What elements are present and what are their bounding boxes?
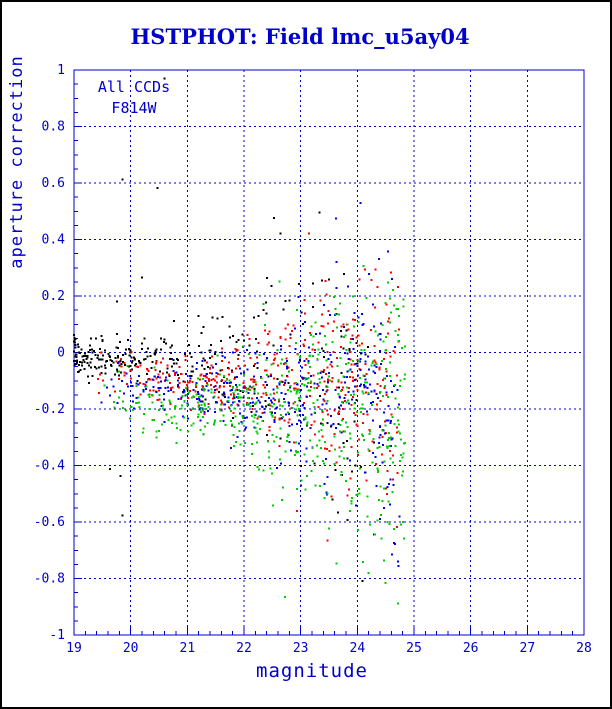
x-tick-label: 22 [236, 641, 252, 656]
x-tick-label: 27 [520, 641, 536, 656]
y-tick-label: -0.6 [34, 515, 65, 530]
annotation-ccds: All CCDs [97, 78, 171, 96]
y-tick-label: 0.4 [42, 233, 66, 248]
y-tick-label: -1 [49, 628, 65, 643]
x-tick-label: 19 [66, 641, 82, 656]
x-tick-label: 25 [406, 641, 422, 656]
page-title: HSTPHOT: Field lmc_u5ay04 [130, 24, 470, 49]
x-tick-label: 28 [576, 641, 592, 656]
series-ccd-green [103, 264, 407, 605]
y-tick-label: 0.6 [42, 176, 65, 191]
series-ccd-black [73, 77, 375, 583]
plot-annotation: All CCDs F814W [88, 77, 180, 119]
x-tick-label: 26 [463, 641, 479, 656]
tick-labels: 19 20 21 22 23 24 25 26 27 28 -1 -0.8 -0.6 -0.4 -0.2 0 0… [34, 63, 592, 656]
x-tick-label: 23 [293, 641, 309, 656]
x-axis-label: magnitude [256, 660, 368, 682]
x-tick-label: 24 [350, 641, 366, 656]
gridlines [74, 70, 584, 635]
y-tick-label: -0.2 [34, 402, 65, 417]
y-tick-label: 0.2 [42, 289, 65, 304]
x-tick-label: 20 [123, 641, 139, 656]
annotation-filter: F814W [111, 99, 157, 117]
y-axis-label: aperture correction [7, 55, 27, 269]
y-tick-label: -0.8 [34, 572, 65, 587]
x-tick-label: 21 [180, 641, 196, 656]
y-tick-label: -0.4 [34, 459, 65, 474]
axis-ticks [73, 69, 585, 636]
y-tick-label: 0 [57, 346, 65, 361]
y-tick-label: 0.8 [42, 120, 65, 135]
y-tick-label: 1 [57, 63, 65, 78]
